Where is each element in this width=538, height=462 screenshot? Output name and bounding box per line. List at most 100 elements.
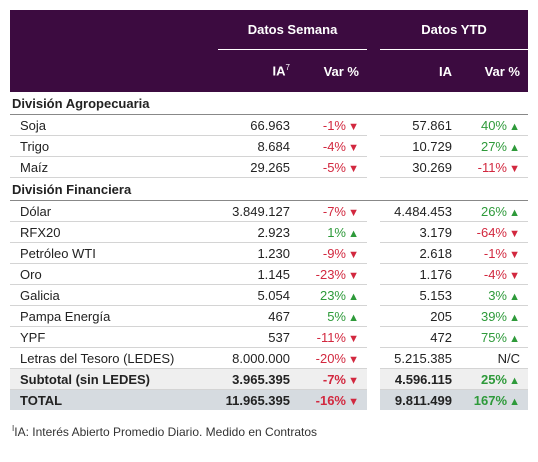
spacer-cell [367,264,380,285]
ia-cell: 30.269 [380,156,460,178]
spacer-cell [367,285,380,306]
table-row: Pampa Energía 467 5% ▲ 205 39% ▲ [10,305,528,327]
spacer-cell [367,327,380,348]
var-cell: 40% ▲ [460,114,528,136]
ia-cell: 8.000.000 [218,347,298,369]
trend-arrow: ▲ [509,374,520,387]
ia-cell: 205 [380,305,460,327]
ia-cell: 29.265 [218,156,298,178]
table-header: Datos Semana Datos YTD IA7 Var % IA Var … [10,10,528,92]
var-value: 26% [480,203,507,219]
ia-cell: 1.230 [218,242,298,264]
var-value: 1% [327,224,346,240]
column-header: Var % [298,49,367,92]
ia-cell: 4.596.115 [380,368,460,390]
ia-cell: 1.176 [380,263,460,285]
ia-cell: 4.484.453 [380,200,460,222]
var-value: -11% [477,159,507,175]
ia-cell: 3.965.395 [218,368,298,390]
ia-cell: 10.729 [380,135,460,157]
var-cell: -4% ▼ [460,263,528,285]
var-cell: 23% ▲ [298,284,367,306]
ia-cell: 66.963 [218,114,298,136]
var-cell: 75% ▲ [460,326,528,348]
ia-cell: 11.965.395 [218,389,298,410]
ia-cell: 3.179 [380,221,460,243]
ia-cell: 472 [380,326,460,348]
var-cell: -1% ▼ [460,242,528,264]
ia-cell: 537 [218,326,298,348]
trend-arrow: ▲ [348,311,359,324]
var-value: 40% [480,117,507,133]
spacer-cell [367,368,380,390]
trend-arrow: ▼ [348,120,359,133]
ia-cell: 2.618 [380,242,460,264]
var-cell: 25% ▲ [460,368,528,390]
trend-arrow: ▼ [348,206,359,219]
trend-arrow: ▼ [348,248,359,261]
footnote-mark: I [12,424,15,433]
table-row: Soja 66.963 -1% ▼ 57.861 40% ▲ [10,114,528,136]
trend-arrow: ▲ [509,206,520,219]
row-label: Galicia [10,284,218,306]
trend-arrow: ▼ [509,162,520,175]
table-row: Galicia 5.054 23% ▲ 5.153 3% ▲ [10,284,528,306]
var-value: -7% [322,371,346,387]
var-cell: -11% ▼ [298,326,367,348]
row-label: Petróleo WTI [10,242,218,264]
table-row: Maíz 29.265 -5% ▼ 30.269 -11% ▼ [10,156,528,178]
var-cell: -5% ▼ [298,156,367,178]
column-header: IA7 [218,49,298,92]
trend-arrow: ▼ [348,162,359,175]
table-row: TOTAL 11.965.395 -16% ▼ 9.811.499 167% ▲ [10,389,528,410]
ia-cell: 2.923 [218,221,298,243]
table-row: YPF 537 -11% ▼ 472 75% ▲ [10,326,528,348]
spacer-cell [367,306,380,327]
row-label: Pampa Energía [10,305,218,327]
ia-cell: 5.054 [218,284,298,306]
var-cell: -9% ▼ [298,242,367,264]
var-cell: -16% ▼ [298,389,367,410]
spacer-cell [367,222,380,243]
trend-arrow: ▼ [348,269,359,282]
spacer-cell [367,348,380,369]
var-value: -11% [316,329,346,345]
var-value: 3% [488,287,507,303]
trend-arrow: ▼ [509,227,520,240]
var-value: -20% [315,350,346,366]
column-header: IA [380,49,460,92]
spacer-cell [367,201,380,222]
var-cell: 3% ▲ [460,284,528,306]
var-value: 5% [327,308,346,324]
var-cell: 167% ▲ [460,389,528,410]
var-value: -5% [322,159,346,175]
trend-arrow: ▼ [509,269,520,282]
ia-cell: 3.849.127 [218,200,298,222]
var-cell: 39% ▲ [460,305,528,327]
ia-cell: 57.861 [380,114,460,136]
trend-arrow: ▼ [348,332,359,345]
trend-arrow: ▼ [348,353,359,366]
header-spacer [367,49,380,92]
row-label: Trigo [10,135,218,157]
section-row: División Agropecuaria [10,92,528,115]
var-value: -7% [322,203,346,219]
row-label: TOTAL [10,389,218,410]
table-wrap: Datos Semana Datos YTD IA7 Var % IA Var … [10,10,528,439]
row-label: Soja [10,114,218,136]
ia-cell: 5.215.385 [380,347,460,369]
row-label: RFX20 [10,221,218,243]
row-label: Oro [10,263,218,285]
trend-arrow: ▲ [348,290,359,303]
table-row: Petróleo WTI 1.230 -9% ▼ 2.618 -1% ▼ [10,242,528,264]
var-cell: -7% ▼ [298,200,367,222]
spacer-cell [367,389,380,410]
footnote: IIA: Interés Abierto Promedio Diario. Me… [10,424,528,439]
var-value: N/C [497,350,520,366]
section-title: División Financiera [10,177,528,201]
table-row: RFX20 2.923 1% ▲ 3.179 -64% ▼ [10,221,528,243]
ia-cell: 9.811.499 [380,389,460,410]
var-cell: 27% ▲ [460,135,528,157]
var-value: -64% [476,224,507,240]
column-label: IA [272,63,286,79]
